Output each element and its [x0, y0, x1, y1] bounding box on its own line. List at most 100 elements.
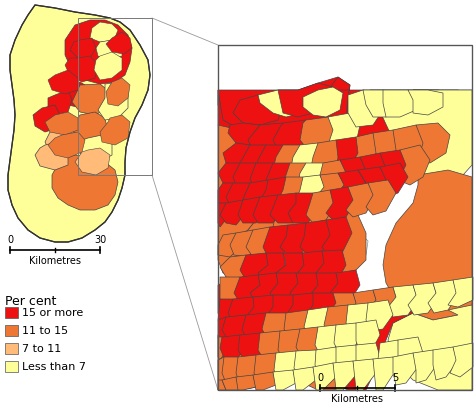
Polygon shape	[219, 277, 242, 303]
Polygon shape	[229, 230, 258, 257]
Text: 11 to 15: 11 to 15	[22, 326, 68, 336]
Text: Less than 7: Less than 7	[22, 362, 86, 372]
Polygon shape	[259, 177, 292, 207]
Polygon shape	[218, 200, 292, 277]
Polygon shape	[278, 83, 332, 117]
Polygon shape	[96, 40, 122, 60]
Polygon shape	[355, 343, 379, 373]
Polygon shape	[347, 290, 377, 323]
Polygon shape	[335, 137, 365, 175]
Polygon shape	[218, 270, 292, 335]
Polygon shape	[269, 273, 299, 303]
Polygon shape	[372, 357, 395, 390]
Polygon shape	[407, 283, 437, 315]
Polygon shape	[315, 250, 345, 285]
Polygon shape	[382, 90, 417, 117]
Polygon shape	[249, 163, 278, 190]
Polygon shape	[449, 343, 472, 377]
Polygon shape	[296, 251, 325, 285]
Text: 15 or more: 15 or more	[22, 308, 83, 318]
Polygon shape	[218, 233, 239, 257]
Bar	[218, 45, 471, 390]
Polygon shape	[355, 153, 387, 190]
Polygon shape	[288, 193, 317, 223]
Polygon shape	[415, 123, 449, 163]
Polygon shape	[100, 115, 130, 145]
Polygon shape	[283, 310, 312, 340]
Polygon shape	[219, 200, 246, 225]
Polygon shape	[236, 375, 256, 390]
Polygon shape	[45, 112, 78, 135]
Polygon shape	[218, 299, 236, 323]
Polygon shape	[293, 350, 319, 380]
Polygon shape	[33, 105, 60, 132]
Polygon shape	[369, 130, 402, 170]
Polygon shape	[228, 123, 262, 145]
Polygon shape	[347, 90, 382, 127]
Polygon shape	[312, 363, 335, 390]
Polygon shape	[269, 193, 301, 223]
Polygon shape	[223, 143, 252, 165]
Polygon shape	[278, 329, 303, 360]
Polygon shape	[272, 190, 365, 275]
Polygon shape	[321, 217, 351, 255]
Polygon shape	[323, 305, 352, 337]
Polygon shape	[362, 90, 399, 117]
Polygon shape	[314, 347, 339, 377]
Polygon shape	[397, 337, 422, 369]
Polygon shape	[94, 52, 122, 80]
Polygon shape	[106, 78, 130, 106]
Bar	[5, 343, 18, 354]
Polygon shape	[72, 84, 110, 115]
Polygon shape	[427, 280, 457, 313]
Polygon shape	[218, 380, 226, 390]
Polygon shape	[332, 361, 355, 390]
Polygon shape	[242, 180, 272, 207]
Text: Kilometres: Kilometres	[331, 394, 383, 404]
Bar	[5, 325, 18, 336]
Polygon shape	[72, 112, 108, 142]
Polygon shape	[412, 90, 471, 95]
Polygon shape	[48, 90, 72, 115]
Polygon shape	[292, 367, 315, 390]
Polygon shape	[246, 295, 276, 325]
Polygon shape	[309, 273, 339, 305]
Polygon shape	[218, 77, 349, 143]
Polygon shape	[239, 253, 269, 280]
Bar	[218, 45, 471, 390]
Polygon shape	[65, 20, 132, 84]
Polygon shape	[382, 170, 471, 320]
Polygon shape	[335, 170, 365, 203]
Polygon shape	[218, 335, 278, 390]
Polygon shape	[289, 143, 325, 177]
Polygon shape	[299, 220, 331, 255]
Polygon shape	[248, 123, 289, 153]
Polygon shape	[325, 187, 355, 220]
Polygon shape	[234, 275, 262, 303]
Polygon shape	[238, 333, 263, 360]
Polygon shape	[327, 293, 357, 325]
Polygon shape	[266, 163, 296, 190]
Polygon shape	[48, 132, 85, 158]
Polygon shape	[392, 353, 417, 385]
Polygon shape	[367, 287, 397, 320]
Polygon shape	[221, 377, 239, 390]
Polygon shape	[286, 293, 317, 325]
Polygon shape	[278, 177, 309, 207]
Polygon shape	[258, 331, 283, 360]
Polygon shape	[218, 183, 236, 205]
Polygon shape	[252, 195, 282, 223]
Polygon shape	[392, 125, 427, 165]
Polygon shape	[357, 167, 387, 200]
Polygon shape	[249, 273, 279, 303]
Polygon shape	[65, 56, 98, 82]
Polygon shape	[447, 277, 472, 307]
Polygon shape	[218, 100, 292, 255]
Text: 0: 0	[316, 373, 322, 383]
Text: Kilometres: Kilometres	[29, 256, 81, 266]
Bar	[5, 361, 18, 372]
Polygon shape	[387, 305, 471, 390]
Polygon shape	[345, 183, 375, 217]
Polygon shape	[98, 82, 128, 120]
Polygon shape	[377, 163, 407, 197]
